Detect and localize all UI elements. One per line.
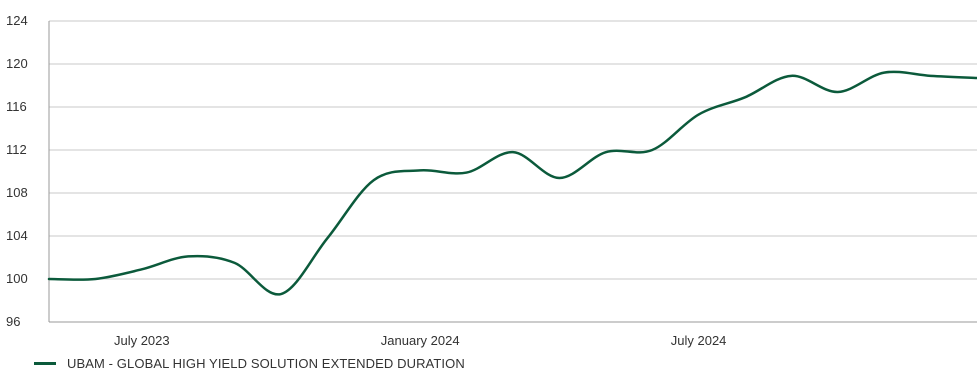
x-tick-label: January 2024 <box>381 333 460 348</box>
y-tick-label: 96 <box>6 314 20 329</box>
gridlines <box>49 20 977 280</box>
x-tick-label: July 2024 <box>671 333 727 348</box>
legend-label: UBAM - GLOBAL HIGH YIELD SOLUTION EXTEND… <box>67 356 465 371</box>
y-tick-label: 116 <box>6 99 27 114</box>
y-tick-label: 108 <box>6 185 28 200</box>
legend: UBAM - GLOBAL HIGH YIELD SOLUTION EXTEND… <box>34 356 465 371</box>
x-axis: July 2023 January 2024 July 2024 <box>114 333 726 348</box>
legend-swatch <box>34 362 56 365</box>
y-tick-label: 120 <box>6 56 28 71</box>
x-tick-label: July 2023 <box>114 333 170 348</box>
y-tick-label: 124 <box>6 13 28 28</box>
y-tick-label: 100 <box>6 271 28 286</box>
y-tick-label: 104 <box>6 228 28 243</box>
y-axis: 124 120 116 112 108 104 100 96 <box>6 13 977 329</box>
y-tick-label: 112 <box>6 142 27 157</box>
series-layer <box>47 70 977 296</box>
series-line <box>47 70 977 296</box>
